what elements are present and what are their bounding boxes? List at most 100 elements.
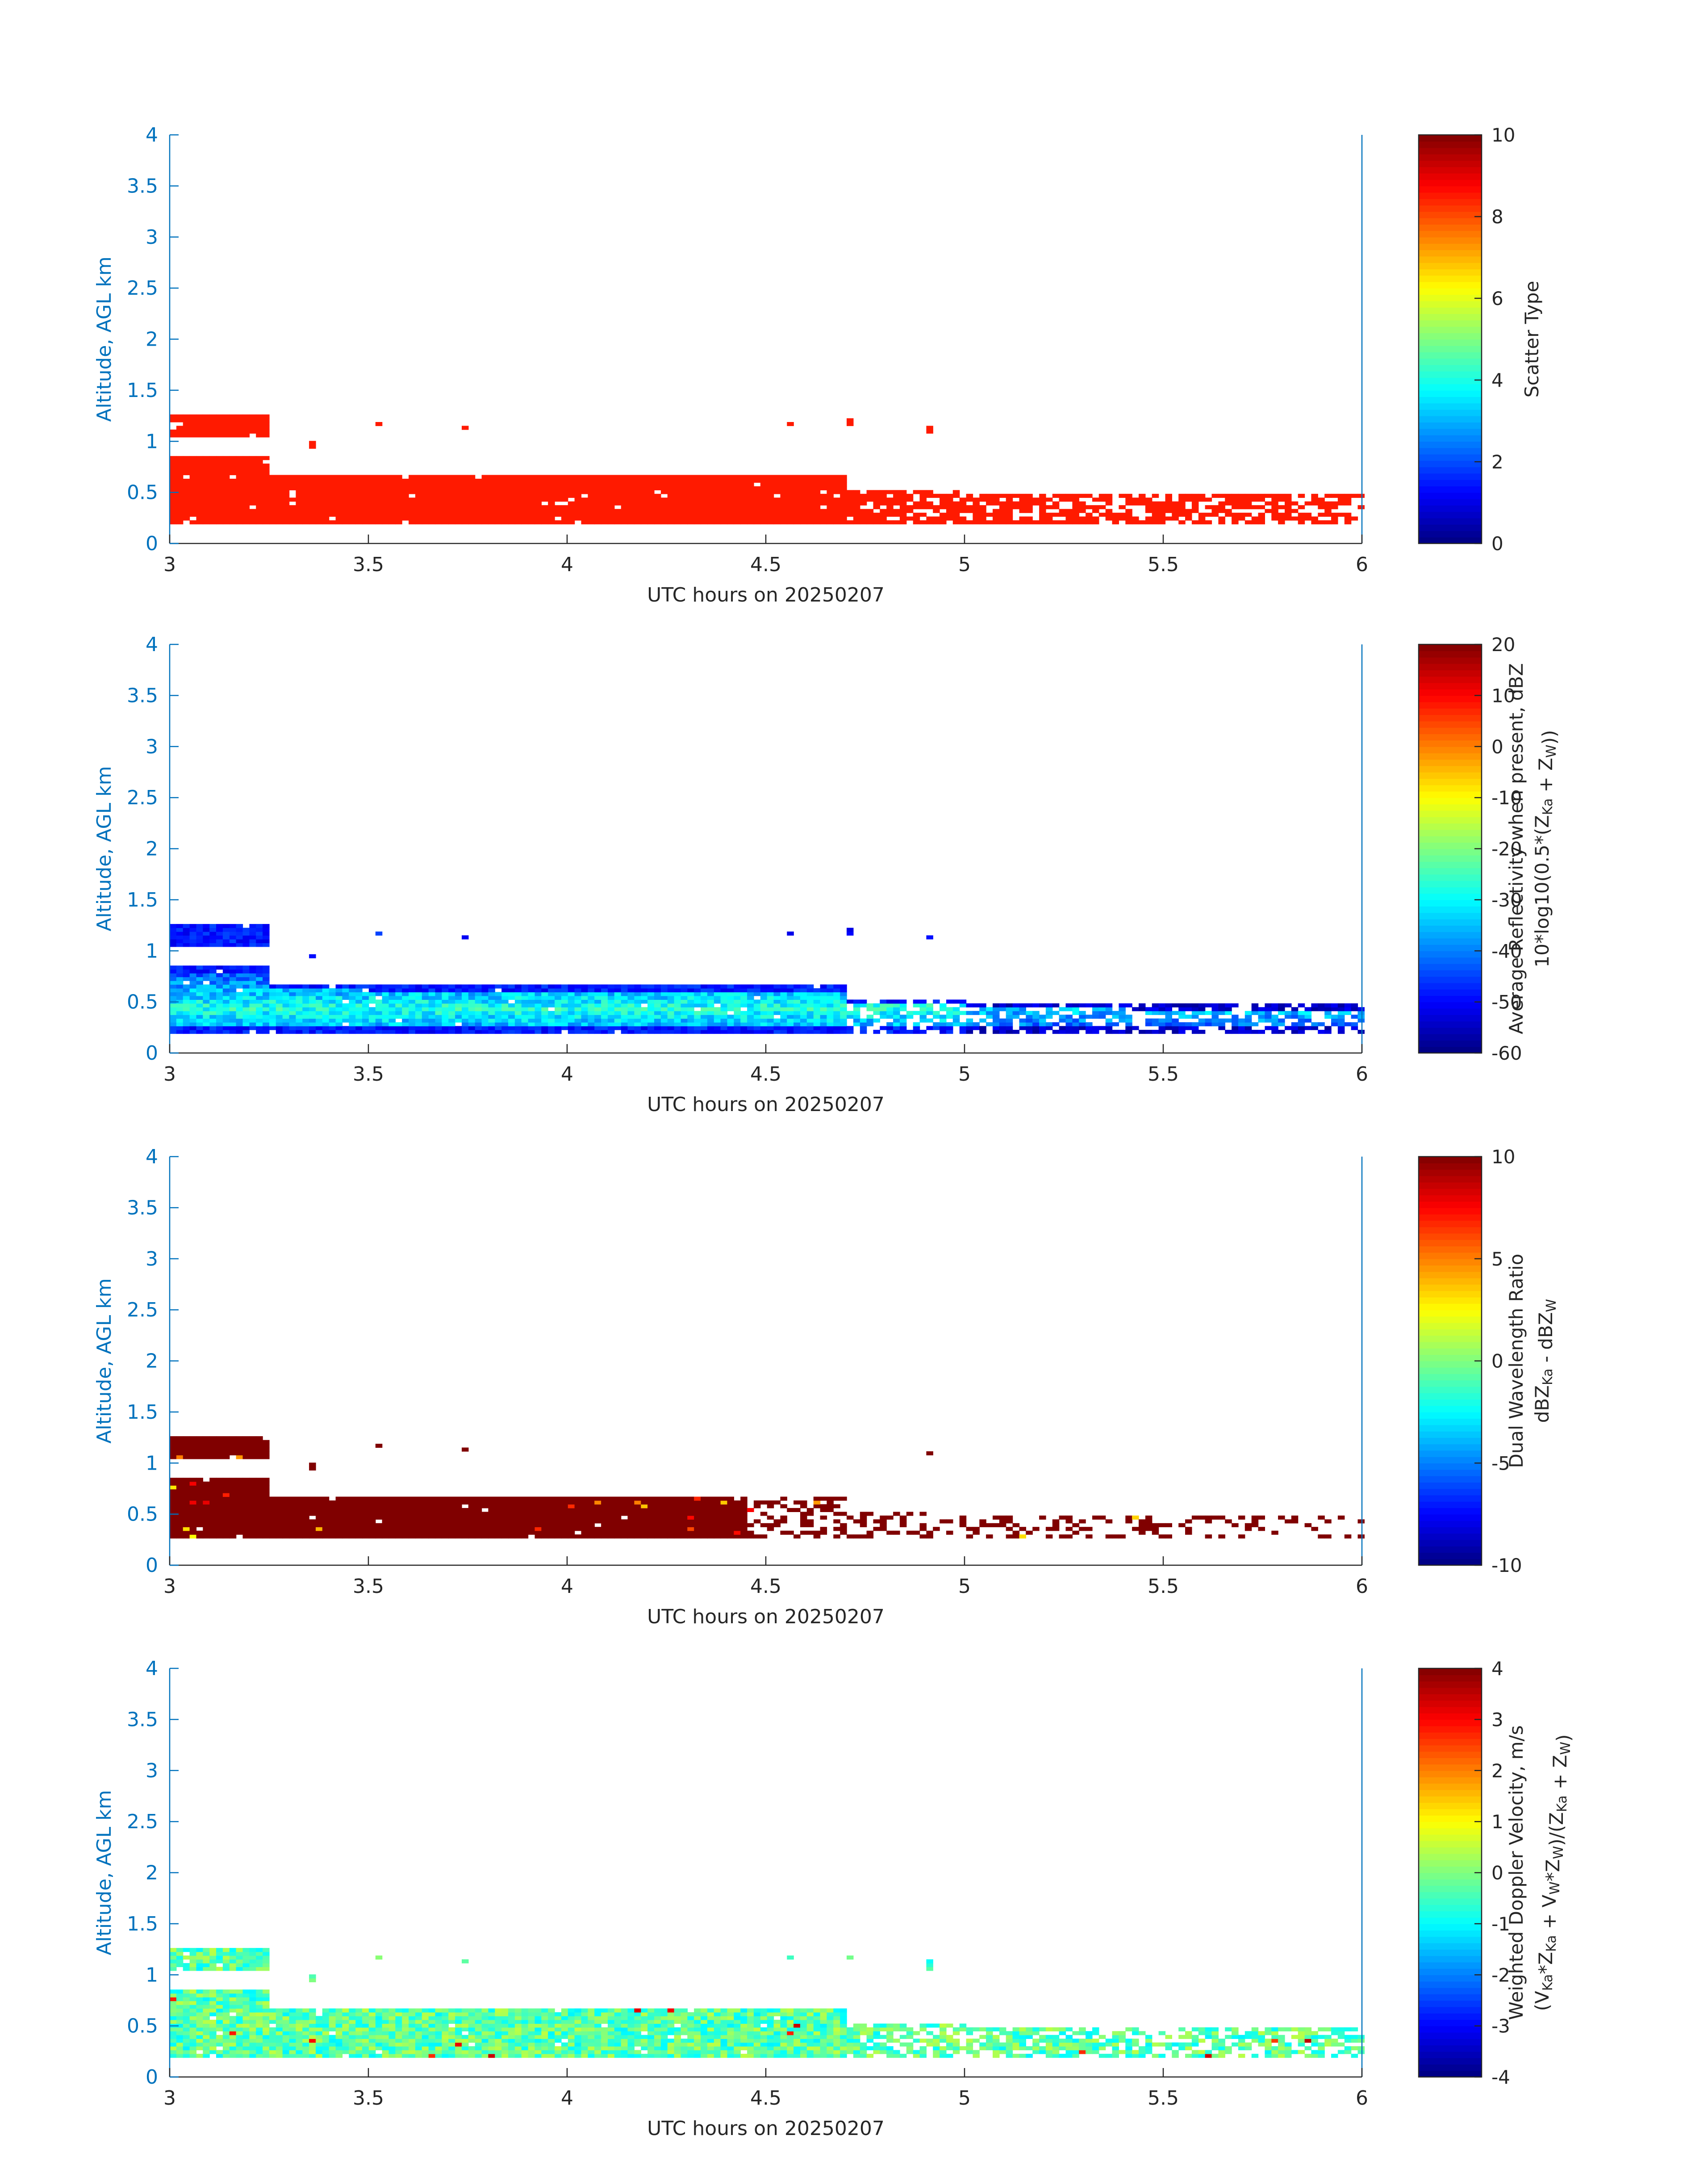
heatmap-cell xyxy=(873,1030,880,1034)
heatmap-cell xyxy=(535,505,542,510)
heatmap-cell xyxy=(548,479,555,483)
colorbar-band xyxy=(1419,377,1482,384)
heatmap-cell xyxy=(170,973,177,978)
heatmap-cell xyxy=(660,509,668,513)
heatmap-cell xyxy=(773,1030,781,1034)
heatmap-cell xyxy=(455,1512,462,1516)
heatmap-cell xyxy=(256,939,263,943)
heatmap-cell xyxy=(183,433,190,438)
colorbar-band xyxy=(1419,192,1482,199)
heatmap-cell xyxy=(402,988,409,993)
heatmap-cell xyxy=(647,486,655,490)
heatmap-cell xyxy=(422,505,429,510)
heatmap-cell xyxy=(588,1512,595,1516)
heatmap-cell xyxy=(495,1018,502,1023)
y-tick-label: 4 xyxy=(146,124,158,146)
heatmap-cell xyxy=(1225,1007,1232,1011)
heatmap-cell xyxy=(382,505,389,510)
heatmap-cell xyxy=(760,988,768,993)
heatmap-cell xyxy=(514,1519,522,1524)
heatmap-cell xyxy=(827,1030,834,1034)
heatmap-cell xyxy=(329,505,336,510)
heatmap-cell xyxy=(229,1030,237,1034)
heatmap-cell xyxy=(229,995,237,1000)
heatmap-cell xyxy=(1065,1018,1073,1023)
heatmap-cell xyxy=(568,1515,575,1520)
heatmap-cell xyxy=(242,999,250,1004)
heatmap-cell xyxy=(203,1444,210,1448)
heatmap-cell xyxy=(409,1515,416,1520)
heatmap-cell xyxy=(355,486,363,490)
heatmap-cell xyxy=(1098,1026,1106,1030)
heatmap-cell xyxy=(176,1022,184,1027)
heatmap-cell xyxy=(634,475,641,479)
heatmap-cell xyxy=(402,984,409,989)
heatmap-cell xyxy=(196,475,203,479)
heatmap-cell xyxy=(322,1508,330,1512)
heatmap-cell xyxy=(296,1508,303,1512)
heatmap-cell xyxy=(409,999,416,1004)
heatmap-cell xyxy=(1238,1018,1245,1023)
heatmap-cell xyxy=(1351,1007,1358,1011)
heatmap-cell xyxy=(993,1007,1000,1011)
heatmap-cell xyxy=(535,501,542,506)
heatmap-cell xyxy=(1218,516,1225,521)
heatmap-cell xyxy=(1198,1018,1206,1023)
heatmap-cell xyxy=(176,426,184,430)
heatmap-cell xyxy=(209,516,217,521)
heatmap-cell xyxy=(382,482,389,487)
heatmap-cell xyxy=(627,475,635,479)
heatmap-cell xyxy=(196,509,203,513)
heatmap-cell xyxy=(1059,520,1066,525)
heatmap-cell xyxy=(660,501,668,506)
heatmap-cell xyxy=(322,1030,330,1034)
heatmap-cell xyxy=(1039,1018,1046,1023)
heatmap-cell xyxy=(966,1022,973,1027)
heatmap-cell xyxy=(455,513,462,517)
heatmap-cell xyxy=(1052,1030,1060,1034)
heatmap-cell xyxy=(614,1496,622,1501)
heatmap-cell xyxy=(428,520,436,525)
heatmap-cell xyxy=(170,988,177,993)
heatmap-cell xyxy=(594,486,601,490)
heatmap-cell xyxy=(249,1481,256,1486)
heatmap-cell xyxy=(189,988,197,993)
heatmap-cell xyxy=(1271,516,1278,521)
heatmap-cell xyxy=(170,1530,177,1535)
heatmap-cell xyxy=(375,482,383,487)
heatmap-cell xyxy=(1304,513,1312,517)
heatmap-cell xyxy=(442,1504,449,1508)
heatmap-cell xyxy=(409,516,416,521)
heatmap-cell xyxy=(196,1500,203,1505)
heatmap-cell xyxy=(229,1011,237,1015)
heatmap-cell xyxy=(820,497,827,502)
heatmap-cell xyxy=(455,1011,462,1015)
heatmap-cell xyxy=(276,1504,283,1508)
heatmap-cell xyxy=(687,1015,694,1019)
heatmap-cell xyxy=(1019,1011,1026,1015)
heatmap-cell xyxy=(236,1478,243,1482)
heatmap-cell xyxy=(368,1030,376,1034)
heatmap-cell xyxy=(627,992,635,996)
heatmap-cell xyxy=(242,969,250,974)
heatmap-cell xyxy=(528,1515,535,1520)
heatmap-cell xyxy=(535,992,542,996)
heatmap-cell xyxy=(422,516,429,521)
heatmap-cell xyxy=(249,984,256,989)
heatmap-cell xyxy=(256,479,263,483)
heatmap-cell xyxy=(329,479,336,483)
heatmap-cell xyxy=(176,414,184,419)
heatmap-cell xyxy=(296,988,303,993)
heatmap-cell xyxy=(289,1018,296,1023)
heatmap-cell xyxy=(189,1481,197,1486)
heatmap-cell xyxy=(555,1011,562,1015)
heatmap-cell xyxy=(654,984,661,989)
heatmap-cell xyxy=(621,1496,628,1501)
heatmap-cell xyxy=(289,992,296,996)
heatmap-cell xyxy=(760,1026,768,1030)
heatmap-cell xyxy=(428,999,436,1004)
heatmap-cell xyxy=(647,505,655,510)
heatmap-cell xyxy=(229,479,237,483)
heatmap-cell xyxy=(1298,1015,1305,1019)
heatmap-cell xyxy=(209,490,217,494)
